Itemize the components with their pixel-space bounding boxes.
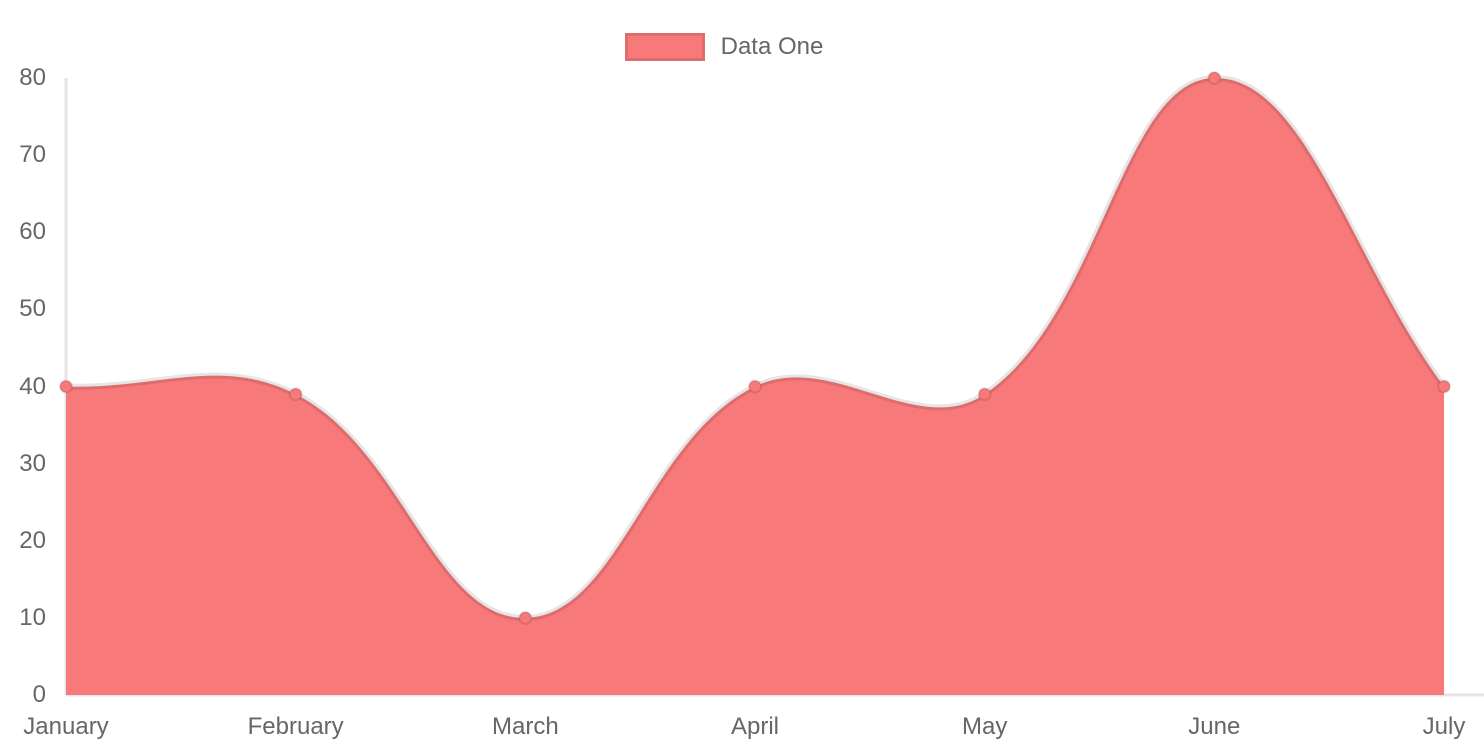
data-point-may[interactable] [977,387,992,402]
legend-swatch [624,33,705,61]
data-point-february[interactable] [288,387,303,402]
data-point-july[interactable] [1437,379,1451,394]
data-point-march[interactable] [518,610,533,625]
series-line [63,74,1447,621]
chart-legend: Data One [0,33,1484,61]
area-fill [66,77,1444,695]
legend-label: Data One [720,33,824,60]
data-point-april[interactable] [748,379,762,394]
legend-item-data-one[interactable]: Data One [624,33,824,61]
data-point-june[interactable] [1207,71,1222,85]
data-point-january[interactable] [59,379,73,394]
